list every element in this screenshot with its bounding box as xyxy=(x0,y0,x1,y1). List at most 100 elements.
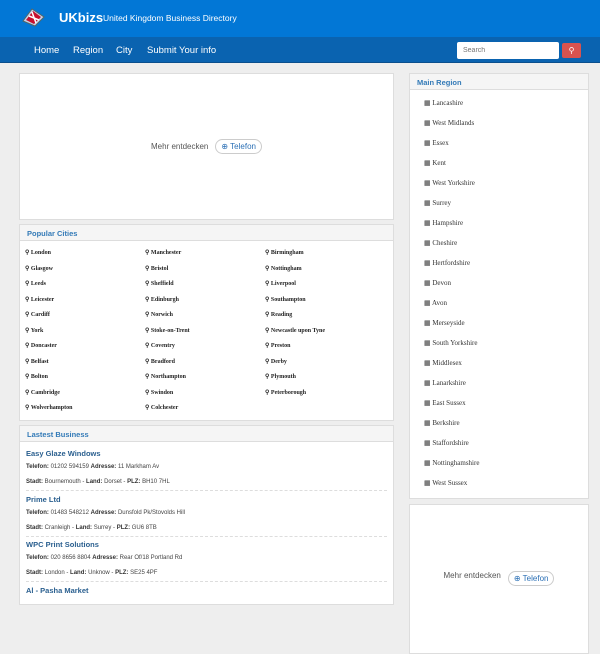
city-link[interactable]: ⚲ Birmingham xyxy=(265,249,304,256)
business-location: Stadt: Bournemouth - Land: Dorset - PLZ:… xyxy=(26,479,170,485)
city-name: Wolverhampton xyxy=(30,405,73,411)
region-link[interactable]: ▦ Hampshire xyxy=(424,219,463,227)
region-link[interactable]: ▦ Middlesex xyxy=(424,359,462,367)
region-link[interactable]: ▦ Merseyside xyxy=(424,319,465,327)
city-link[interactable]: ⚲ York xyxy=(25,327,43,334)
ad-button-label: Telefon xyxy=(230,142,256,151)
city-link[interactable]: ⚲ Leeds xyxy=(25,280,46,287)
city-link[interactable]: ⚲ Reading xyxy=(265,311,292,318)
region-link[interactable]: ▦ West Sussex xyxy=(424,479,467,487)
city-link[interactable]: ⚲ Coventry xyxy=(145,342,175,349)
nav-region[interactable]: Region xyxy=(73,45,104,56)
region-link[interactable]: ▦ West Midlands xyxy=(424,119,474,127)
city-link[interactable]: ⚲ Glasgow xyxy=(25,265,53,272)
business-name[interactable]: Prime Ltd xyxy=(26,494,61,504)
ad-telefon-button[interactable]: ⊕ Telefon xyxy=(215,139,262,154)
search-input[interactable] xyxy=(457,42,559,59)
region-link[interactable]: ▦ Essex xyxy=(424,139,449,147)
brand-name[interactable]: UKbizs xyxy=(59,10,104,25)
region-name: Lanarkshire xyxy=(432,379,466,387)
city-link[interactable]: ⚲ Northampton xyxy=(145,373,186,380)
city-link[interactable]: ⚲ Bradford xyxy=(145,358,175,365)
map-marker-icon: ⚲ xyxy=(265,312,270,318)
nav-home[interactable]: Home xyxy=(34,45,60,56)
latest-business-panel: Lastest Business Easy Glaze Windows Telef… xyxy=(19,425,394,605)
business-name[interactable]: Easy Glaze Windows xyxy=(26,449,101,458)
city-link[interactable]: ⚲ Edinburgh xyxy=(145,296,179,303)
map-marker-icon: ⚲ xyxy=(25,405,30,411)
region-link[interactable]: ▦ Staffordshire xyxy=(424,439,469,447)
region-link[interactable]: ▦ East Sussex xyxy=(424,399,466,407)
city-link[interactable]: ⚲ Leicester xyxy=(25,296,54,303)
nav-city[interactable]: City xyxy=(116,45,133,56)
map-marker-icon: ⚲ xyxy=(265,327,270,334)
city-link[interactable]: ⚲ Wolverhampton xyxy=(25,404,72,411)
city-name: Glasgow xyxy=(30,265,53,272)
city-link[interactable]: ⚲ London xyxy=(25,249,51,256)
city-name: Leeds xyxy=(30,281,46,287)
region-link[interactable]: ▦ Berkshire xyxy=(424,419,460,427)
city-link[interactable]: ⚲ Nottingham xyxy=(265,265,302,272)
city-link[interactable]: ⚲ Preston xyxy=(265,342,290,349)
map-marker-icon: ⚲ xyxy=(145,296,150,303)
map-icon: ▦ xyxy=(424,139,431,147)
region-link[interactable]: ▦ South Yorkshire xyxy=(424,339,478,347)
region-link[interactable]: ▦ Surrey xyxy=(424,199,451,207)
city-name: Coventry xyxy=(150,343,175,349)
city-link[interactable]: ⚲ Swindon xyxy=(145,389,173,396)
map-marker-icon: ⚲ xyxy=(25,358,30,365)
region-link[interactable]: ▦ Devon xyxy=(424,279,451,287)
city-link[interactable]: ⚲ Southampton xyxy=(265,296,306,303)
region-link[interactable]: ▦ Hertfordshire xyxy=(424,259,470,267)
map-icon: ▦ xyxy=(424,459,431,467)
city-name: Cambridge xyxy=(30,389,60,396)
logo-icon[interactable] xyxy=(20,7,46,27)
map-marker-icon: ⚲ xyxy=(145,281,150,287)
city-name: Doncaster xyxy=(30,343,57,349)
map-marker-icon: ⚲ xyxy=(25,374,30,380)
city-name: Belfast xyxy=(30,358,49,365)
city-link[interactable]: ⚲ Newcastle upon Tyne xyxy=(265,327,325,334)
ad-telefon-button-2[interactable]: ⊕ Telefon xyxy=(507,571,555,586)
search-button[interactable]: ⚲ xyxy=(562,43,581,58)
popular-cities-panel: Popular Cities ⚲ London ⚲ Manchester ⚲ Bir… xyxy=(19,224,394,421)
map-icon: ▦ xyxy=(424,119,431,127)
city-name: London xyxy=(30,250,51,256)
city-link[interactable]: ⚲ Doncaster xyxy=(25,342,57,349)
region-name: Avon xyxy=(432,299,448,307)
region-link[interactable]: ▦ Lanarkshire xyxy=(424,379,466,387)
city-link[interactable]: ⚲ Bolton xyxy=(25,373,48,380)
map-marker-icon: ⚲ xyxy=(265,374,270,380)
city-link[interactable]: ⚲ Liverpool xyxy=(265,280,296,287)
region-name: Hertfordshire xyxy=(432,259,471,267)
map-marker-icon: ⚲ xyxy=(25,281,30,287)
city-link[interactable]: ⚲ Bristol xyxy=(145,265,168,272)
region-link[interactable]: ▦ Avon xyxy=(424,299,447,307)
city-link[interactable]: ⚲ Cardiff xyxy=(25,311,50,318)
business-name[interactable]: Al - Pasha Market xyxy=(26,585,89,595)
nav-submit[interactable]: Submit Your info xyxy=(147,45,217,56)
region-link[interactable]: ▦ Lancashire xyxy=(424,99,463,107)
region-link[interactable]: ▦ Nottinghamshire xyxy=(424,459,479,467)
popular-cities-title: Popular Cities xyxy=(20,225,393,241)
city-link[interactable]: ⚲ Peterborough xyxy=(265,389,306,396)
city-link[interactable]: ⚲ Belfast xyxy=(25,358,49,365)
city-link[interactable]: ⚲ Stoke-on-Trent xyxy=(145,327,190,334)
map-marker-icon: ⚲ xyxy=(145,250,150,256)
city-link[interactable]: ⚲ Manchester xyxy=(145,249,181,256)
business-contact: Telefon: 020 8656 8804 Adresse: Rear Of/… xyxy=(26,555,183,561)
map-icon: ▦ xyxy=(424,219,431,227)
city-link[interactable]: ⚲ Cambridge xyxy=(25,389,60,396)
city-name: Birmingham xyxy=(270,250,304,256)
city-name: Edinburgh xyxy=(150,296,179,303)
business-name[interactable]: WPC Print Solutions xyxy=(26,540,99,549)
region-link[interactable]: ▦ Kent xyxy=(424,159,446,167)
map-marker-icon: ⚲ xyxy=(25,312,30,318)
city-link[interactable]: ⚲ Derby xyxy=(265,358,287,365)
city-link[interactable]: ⚲ Norwich xyxy=(145,311,173,318)
city-link[interactable]: ⚲ Plymouth xyxy=(265,373,296,380)
city-link[interactable]: ⚲ Colchester xyxy=(145,404,178,411)
region-link[interactable]: ▦ Cheshire xyxy=(424,239,457,247)
region-link[interactable]: ▦ West Yorkshire xyxy=(424,179,475,187)
city-link[interactable]: ⚲ Sheffield xyxy=(145,280,174,287)
